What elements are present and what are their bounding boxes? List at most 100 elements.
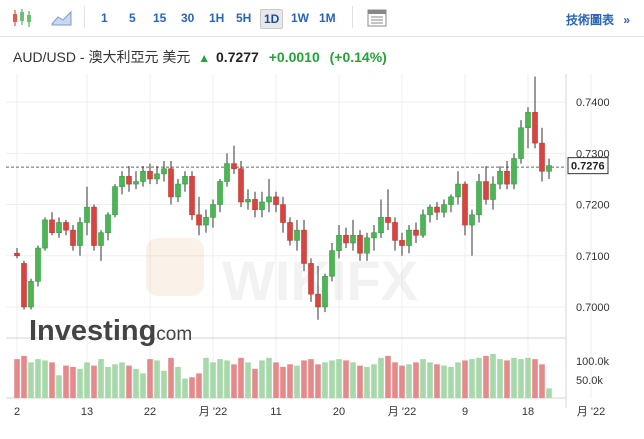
volume-bar bbox=[63, 365, 69, 398]
volume-bar bbox=[210, 362, 216, 398]
candle-body bbox=[420, 214, 426, 236]
volume-bar bbox=[511, 357, 517, 398]
candle-body bbox=[483, 181, 489, 200]
volume-bar bbox=[357, 365, 363, 398]
candle-body bbox=[259, 201, 265, 210]
candle-body bbox=[455, 183, 461, 198]
volume-bar bbox=[441, 365, 447, 398]
candle-body bbox=[161, 168, 167, 175]
volume-bar bbox=[238, 357, 244, 398]
volume-bar bbox=[14, 359, 20, 398]
volume-bar bbox=[196, 373, 202, 398]
volume-bar bbox=[140, 373, 146, 398]
volume-bar bbox=[378, 357, 384, 398]
volume-bar bbox=[84, 362, 90, 398]
x-tick-label: 22 bbox=[144, 406, 156, 418]
volume-bar bbox=[315, 364, 321, 398]
candle-body bbox=[462, 183, 468, 226]
candle-body bbox=[343, 234, 349, 244]
candle-body bbox=[70, 229, 76, 246]
volume-bar bbox=[287, 364, 293, 398]
volume-bar bbox=[231, 364, 237, 398]
watermark: WIKIFX bbox=[146, 238, 418, 312]
volume-bar bbox=[420, 359, 426, 398]
candle-body bbox=[378, 217, 384, 234]
volume-bar bbox=[119, 362, 125, 398]
volume-bar bbox=[273, 362, 279, 398]
volume-bar bbox=[21, 355, 27, 398]
timeframe-1[interactable]: 1 bbox=[101, 11, 108, 25]
candle-body bbox=[112, 186, 118, 216]
timeframe-30[interactable]: 30 bbox=[181, 11, 195, 25]
candle-body bbox=[14, 252, 20, 257]
candle-body bbox=[217, 181, 223, 205]
y-tick-label: 0.7100 bbox=[576, 251, 610, 263]
volume-bar bbox=[147, 359, 153, 398]
timeframe-1m[interactable]: 1M bbox=[319, 11, 336, 25]
price-tag-label: 0.7276 bbox=[571, 161, 605, 173]
candle-body bbox=[91, 206, 97, 246]
candle-body bbox=[329, 250, 335, 277]
candle-body bbox=[21, 263, 27, 308]
candle-body bbox=[287, 222, 293, 241]
timeframe-5[interactable]: 5 bbox=[129, 11, 136, 25]
candle-body bbox=[385, 217, 391, 223]
volume-bar bbox=[546, 388, 552, 398]
candles bbox=[14, 76, 552, 320]
candle-body bbox=[434, 206, 440, 213]
volume-bar bbox=[336, 359, 342, 398]
volume-bar bbox=[301, 360, 307, 398]
volume-bar bbox=[168, 357, 174, 398]
candle-body bbox=[273, 196, 279, 205]
candle-body bbox=[210, 204, 216, 218]
candle-body bbox=[49, 219, 55, 234]
volume-bar bbox=[126, 365, 132, 398]
technical-chart-label: 技術圖表 bbox=[565, 13, 614, 27]
candle-body bbox=[490, 183, 496, 200]
volume-bar bbox=[161, 370, 167, 398]
candle-body bbox=[175, 183, 181, 198]
candle-body bbox=[238, 168, 244, 203]
candle-body bbox=[266, 196, 272, 203]
candle-body bbox=[196, 214, 202, 226]
x-tick-label: 20 bbox=[333, 406, 345, 418]
x-tick-label: 13 bbox=[81, 406, 93, 418]
toolbar-separator bbox=[84, 6, 85, 28]
volume-bar bbox=[364, 366, 370, 398]
volume-bar bbox=[49, 362, 55, 398]
candle-body bbox=[224, 163, 230, 182]
volume-bars bbox=[14, 353, 552, 398]
volume-bar bbox=[413, 362, 419, 398]
candle-body bbox=[63, 222, 69, 231]
area-chart-icon[interactable] bbox=[50, 8, 74, 33]
candle-body bbox=[154, 173, 160, 180]
volume-bar bbox=[56, 375, 62, 398]
volume-label-100k: 100.0k bbox=[576, 356, 610, 368]
candle-body bbox=[28, 281, 34, 308]
volume-bar bbox=[105, 366, 111, 398]
timeframe-1h[interactable]: 1H bbox=[209, 11, 225, 25]
indicators-icon[interactable] bbox=[366, 8, 388, 33]
candle-body bbox=[133, 181, 139, 185]
volume-label-50k: 50.0k bbox=[576, 375, 603, 387]
timeframe-15[interactable]: 15 bbox=[153, 11, 167, 25]
volume-bar bbox=[175, 366, 181, 398]
logo-text: Investing bbox=[29, 315, 156, 347]
instrument-header: AUD/USD - 澳大利亞元 美元 ▲ 0.7277 +0.0010 (+0.… bbox=[13, 47, 387, 67]
candle-body bbox=[532, 112, 538, 144]
volume-bar bbox=[532, 359, 538, 398]
timeframe-5h[interactable]: 5H bbox=[236, 11, 252, 25]
up-arrow-icon: ▲ bbox=[198, 51, 211, 65]
volume-bar bbox=[462, 360, 468, 398]
candle-body bbox=[497, 170, 503, 185]
candlestick-icon[interactable] bbox=[10, 8, 34, 33]
volume-bar bbox=[497, 359, 503, 398]
timeframe-1w[interactable]: 1W bbox=[291, 11, 309, 25]
timeframe-1d[interactable]: 1D bbox=[260, 9, 284, 29]
volume-bar bbox=[525, 357, 531, 398]
technical-chart-link[interactable]: 技術圖表 » bbox=[566, 11, 630, 28]
volume-bar bbox=[448, 366, 454, 398]
price-tag-box bbox=[567, 157, 609, 175]
